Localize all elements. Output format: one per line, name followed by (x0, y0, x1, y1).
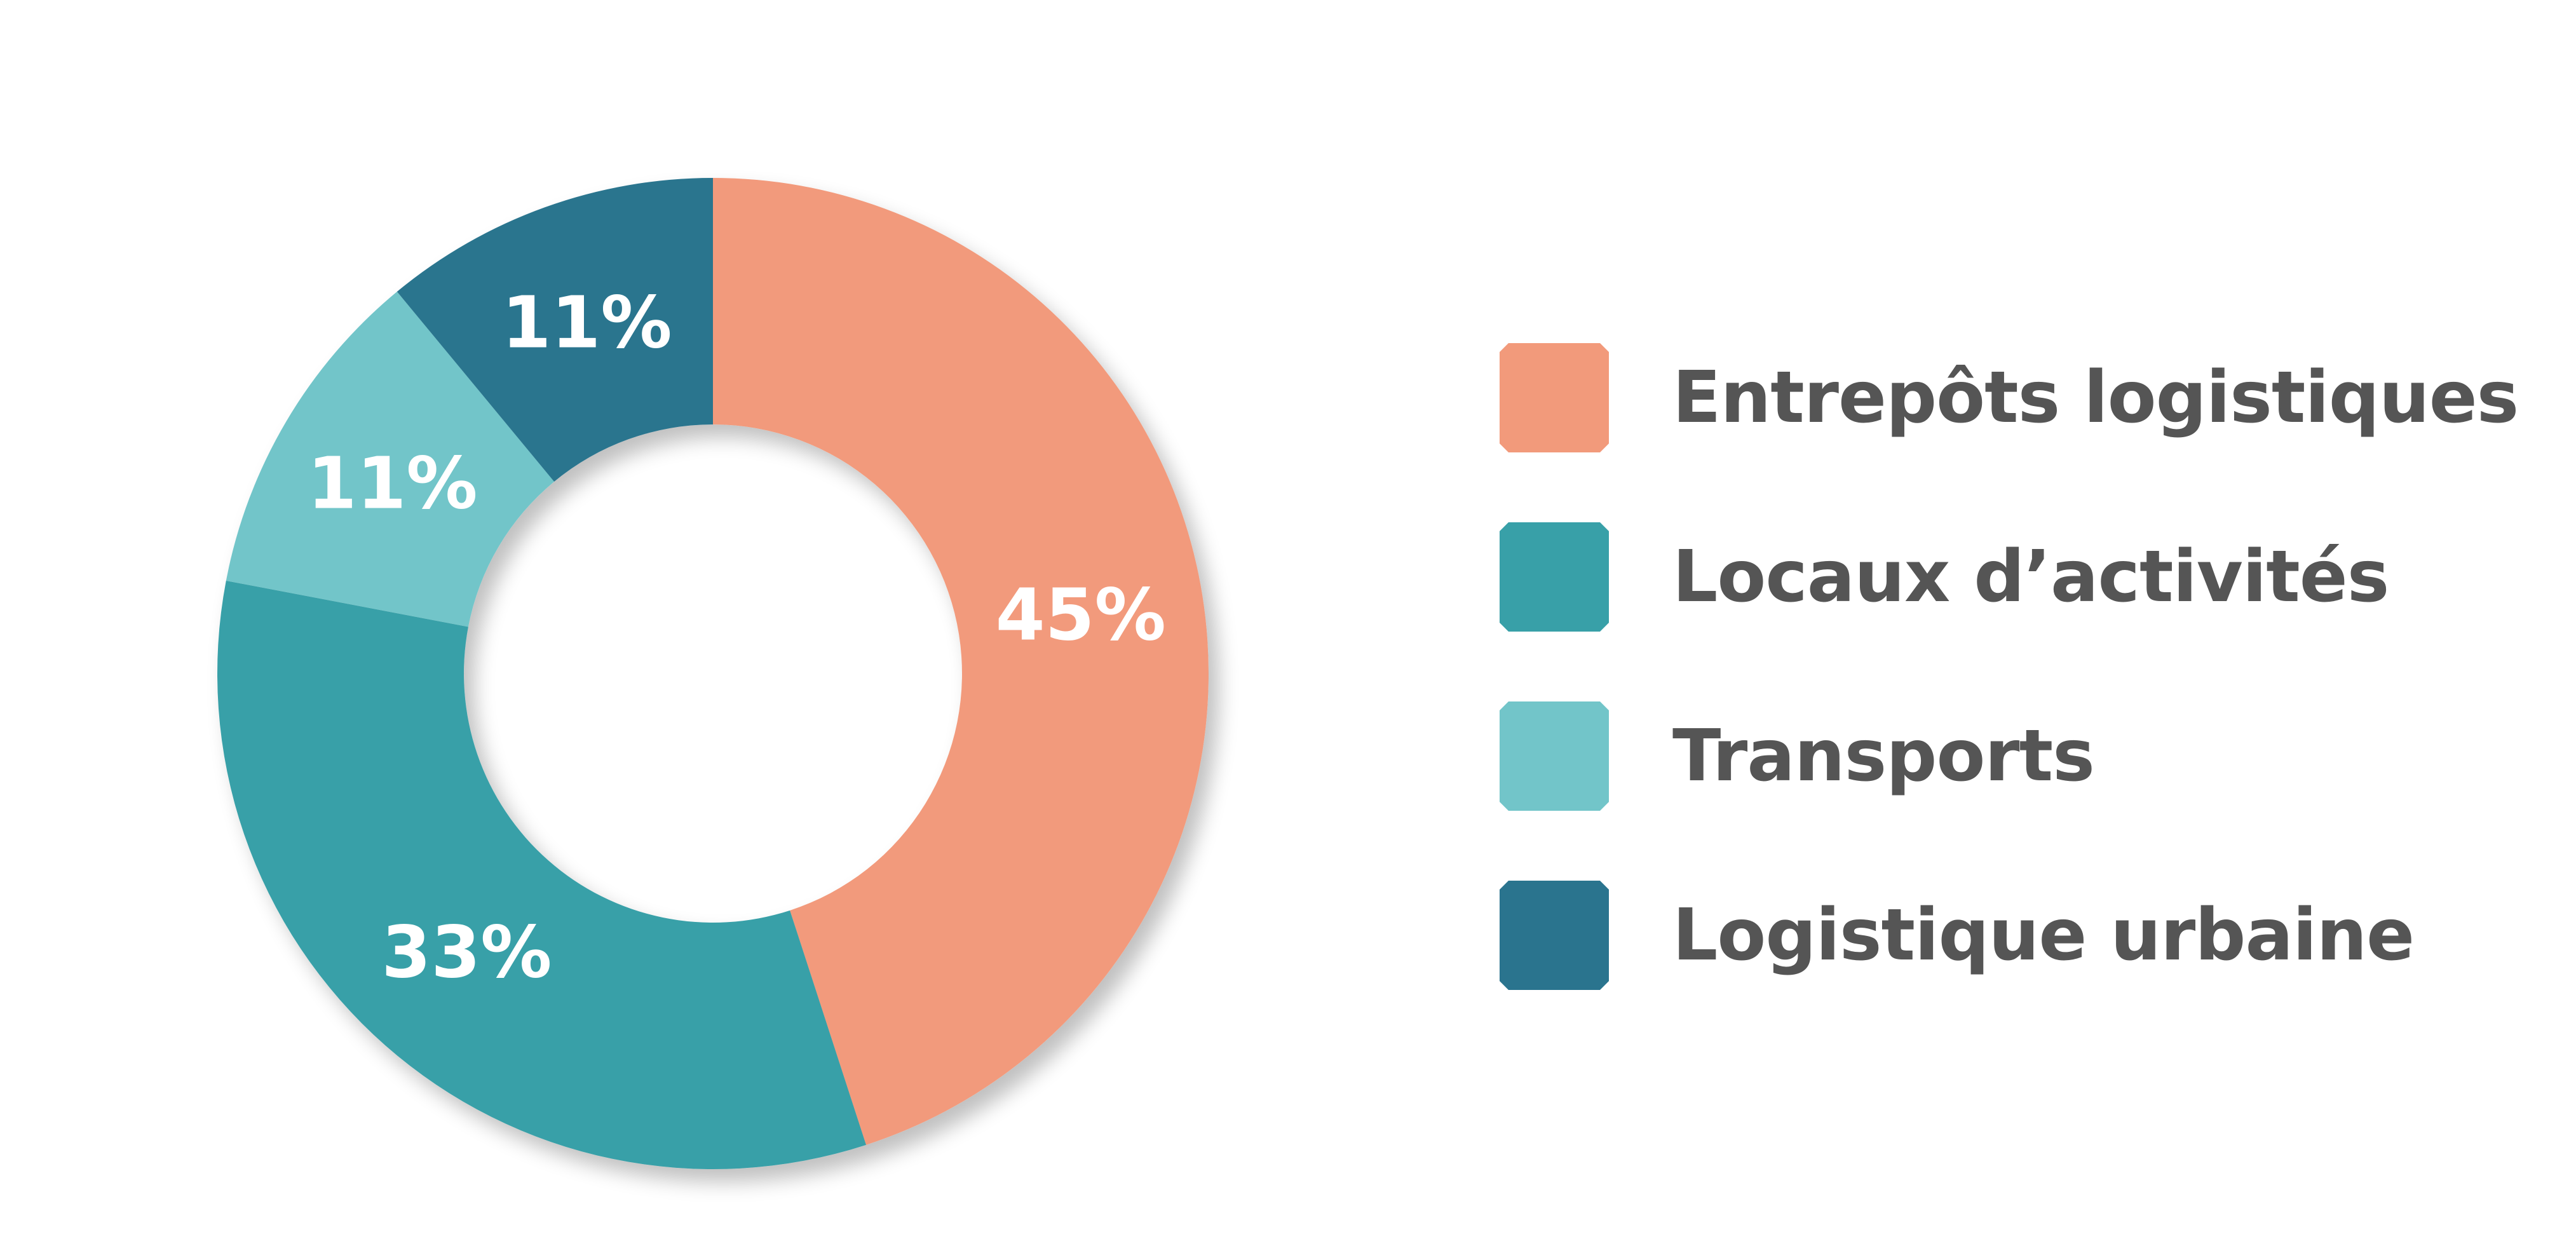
chart-legend: Entrepôts logistiques Locaux d’activités… (1500, 343, 2554, 990)
legend-item-locaux-activites: Locaux d’activités (1500, 522, 2554, 632)
legend-label: Entrepôts logistiques (1672, 356, 2519, 439)
donut-slices (217, 178, 1209, 1169)
donut-labels: 45% 33% 11% 11% (308, 282, 1166, 994)
legend-item-entrepots-logistiques: Entrepôts logistiques (1500, 343, 2554, 452)
legend-swatch (1500, 881, 1609, 990)
legend-swatch (1500, 701, 1609, 811)
legend-swatch (1500, 343, 1609, 452)
slice-entrepots-logistiques (713, 178, 1209, 1145)
legend-label: Logistique urbaine (1672, 894, 2415, 977)
legend-item-logistique-urbaine: Logistique urbaine (1500, 881, 2554, 990)
slice-label-entrepots-logistiques: 45% (996, 574, 1166, 656)
slice-logistique-urbaine (397, 178, 713, 482)
slice-label-logistique-urbaine: 11% (501, 282, 672, 365)
legend-item-transports: Transports (1500, 701, 2554, 811)
legend-swatch (1500, 522, 1609, 632)
slice-locaux-activites (217, 580, 867, 1169)
slice-transports (226, 291, 555, 627)
slice-label-transports: 11% (308, 443, 478, 525)
legend-label: Locaux d’activités (1672, 536, 2389, 618)
slice-label-locaux-activites: 33% (381, 912, 552, 994)
legend-label: Transports (1672, 715, 2095, 797)
